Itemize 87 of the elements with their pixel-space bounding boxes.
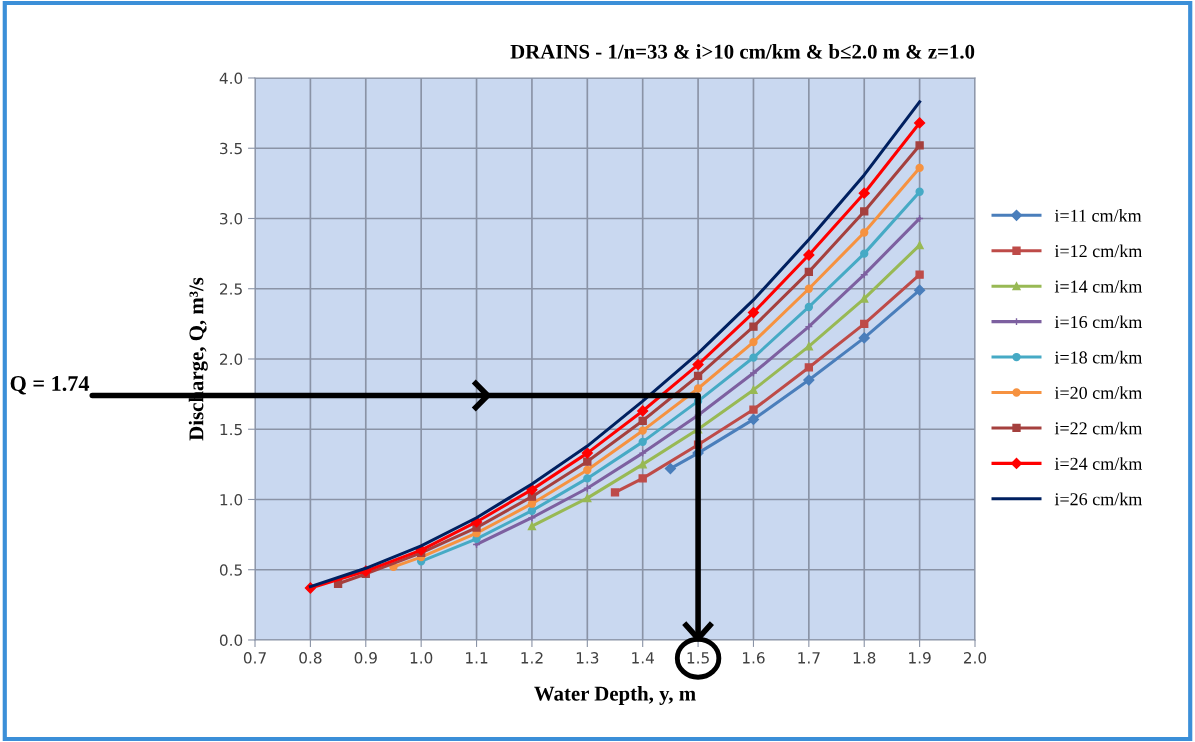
point	[749, 337, 758, 347]
point	[860, 319, 869, 329]
point	[858, 332, 870, 344]
x-tick-label: 1.7	[798, 652, 820, 664]
legend-label: i=11 cm/km	[1054, 209, 1142, 222]
y-tick-label: 2.5	[220, 283, 242, 295]
y-tick-label: 3.0	[220, 212, 243, 225]
point	[692, 358, 704, 371]
point	[749, 353, 758, 362]
point	[747, 413, 760, 425]
point	[860, 228, 869, 237]
point	[583, 493, 592, 503]
point	[638, 437, 647, 447]
point	[693, 384, 703, 393]
point	[583, 457, 592, 466]
point	[610, 488, 620, 497]
point	[860, 249, 869, 258]
y-tick-label: 0.5	[219, 564, 242, 576]
point	[804, 267, 814, 277]
point	[803, 249, 815, 261]
point	[527, 499, 537, 508]
legend-label: i=22 cm/km	[1054, 421, 1143, 435]
legend-label: i=24 cm/km	[1054, 457, 1143, 470]
point	[583, 474, 592, 483]
point	[664, 462, 676, 475]
point	[527, 506, 537, 515]
x-tick-label: 0.8	[299, 652, 322, 664]
point	[914, 284, 926, 296]
point	[860, 294, 869, 303]
point	[638, 474, 647, 483]
x-tick-label: 0.9	[354, 652, 377, 664]
y-tick-label: 1.0	[220, 493, 243, 506]
point	[583, 465, 592, 475]
x-tick-label: 1.9	[909, 652, 931, 664]
y-tick-label: 4.0	[219, 72, 243, 85]
point	[693, 371, 703, 381]
point	[915, 163, 924, 173]
point	[804, 284, 814, 293]
x-axis-title: Water Depth, y, m	[534, 686, 696, 705]
point	[804, 363, 814, 372]
legend-label: i=26 cm/km	[1054, 492, 1143, 506]
line-series	[472, 214, 924, 549]
point	[581, 447, 593, 459]
x-tick-label: 1.6	[743, 652, 765, 664]
y-tick-label: 1.5	[220, 423, 242, 436]
y-tick-label: 3.5	[220, 142, 242, 155]
point	[804, 322, 814, 331]
legend-label: i=18 cm/km	[1054, 350, 1143, 364]
x-tick-label: 1.0	[410, 652, 433, 664]
point	[526, 484, 538, 496]
chart-title: DRAINS - 1/n=33 & i>10 cm/km & b≤2.0 m & z=1.0	[510, 44, 975, 59]
legend-label: i=14 cm/km	[1054, 279, 1143, 293]
point	[803, 374, 815, 386]
point	[804, 302, 814, 312]
point	[747, 307, 760, 319]
point	[749, 385, 758, 395]
point	[914, 117, 926, 129]
point	[915, 270, 924, 279]
x-tick-label: 1.1	[466, 652, 488, 664]
point	[638, 448, 647, 458]
y-tick-label: 0.0	[219, 634, 243, 646]
point	[749, 405, 758, 414]
point	[638, 426, 647, 435]
x-tick-label: 1.2	[521, 652, 543, 664]
point	[749, 368, 758, 378]
x-tick-label: 1.3	[576, 652, 599, 664]
point	[858, 187, 870, 199]
point	[749, 322, 758, 331]
point	[915, 187, 924, 196]
point	[915, 141, 924, 150]
point	[527, 522, 537, 531]
point	[638, 460, 647, 469]
point	[638, 416, 647, 425]
point	[915, 241, 924, 250]
point	[637, 405, 649, 417]
x-tick-label: 1.5	[687, 652, 709, 664]
x-tick-label: 1.8	[853, 652, 876, 664]
annotation: Q = 1.74	[10, 376, 90, 395]
legend-label: i=20 cm/km	[1054, 386, 1143, 399]
x-tick-label: 1.4	[632, 652, 654, 664]
point	[860, 207, 869, 216]
point	[804, 342, 814, 351]
x-tick-label: 2.0	[963, 652, 987, 664]
y-tick-label: 2.0	[220, 353, 243, 365]
x-tick-label: 0.7	[243, 652, 266, 664]
legend-label: i=16 cm/km	[1054, 315, 1143, 329]
legend-label: i=12 cm/km	[1054, 244, 1143, 258]
